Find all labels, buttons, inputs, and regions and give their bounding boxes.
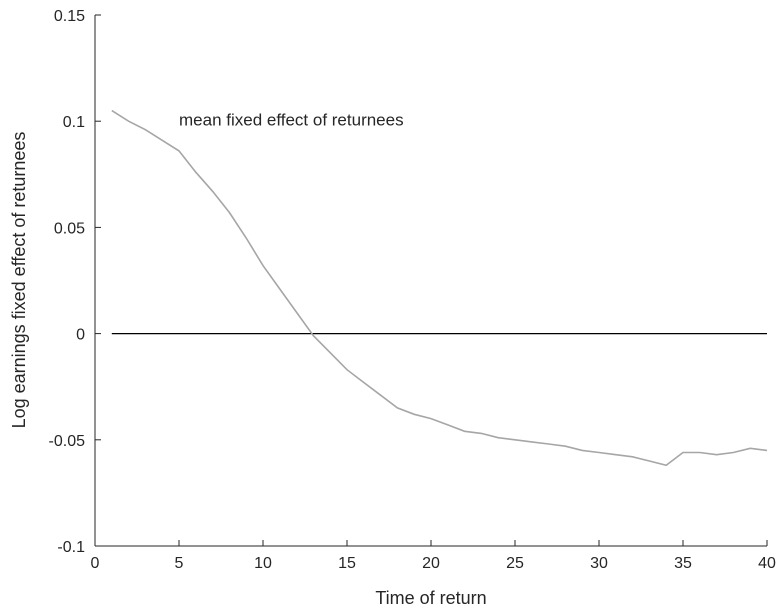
y-tick-label: -0.1 [57,539,85,556]
y-axis-ticks: -0.1 -0.05 0 0.05 0.1 0.15 [49,8,101,556]
x-tick-label: 20 [422,555,440,572]
y-tick-label: -0.05 [49,433,86,450]
y-axis-label: Log earnings fixed effect of returnees [9,132,29,429]
y-tick-label: 0.15 [54,8,85,25]
x-tick-label: 30 [590,555,608,572]
x-tick-label: 0 [91,555,100,572]
annotation-label: mean fixed effect of returnees [179,110,404,129]
y-tick-label: 0.05 [54,220,85,237]
x-tick-label: 15 [338,555,356,572]
x-tick-label: 35 [674,555,692,572]
x-axis-label: Time of return [375,588,486,608]
y-tick-label: 0.1 [63,114,85,131]
series-line-returnees [111,109,768,467]
x-axis-ticks: 0 5 10 15 20 25 30 35 40 [91,540,776,572]
x-tick-label: 10 [254,555,272,572]
y-tick-label: 0 [76,327,85,344]
x-tick-label: 5 [175,555,184,572]
x-tick-label: 25 [506,555,524,572]
x-tick-label: 40 [758,555,776,572]
plot-area [94,15,768,547]
